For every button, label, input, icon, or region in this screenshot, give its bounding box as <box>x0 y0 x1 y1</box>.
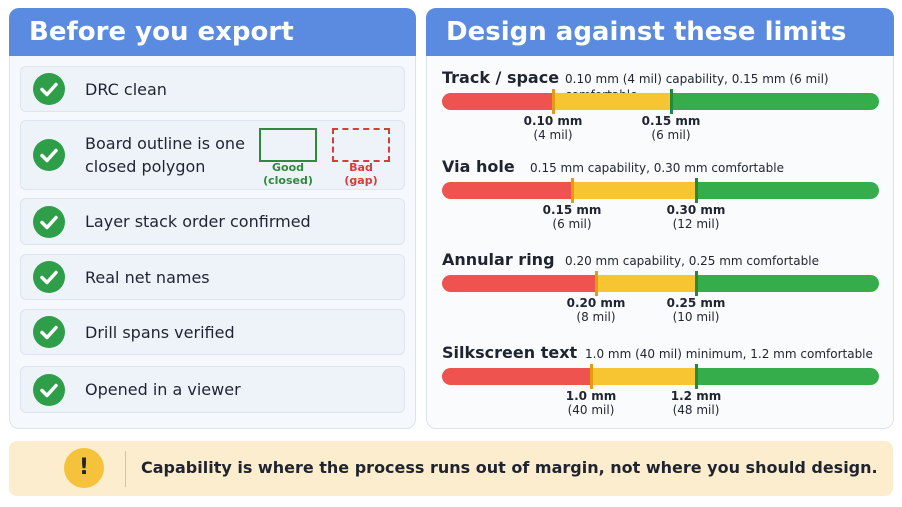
bar-green <box>696 275 879 292</box>
check-mark <box>40 270 58 285</box>
warning-icon: ! <box>64 448 104 488</box>
check-mark <box>40 148 58 163</box>
check-mark <box>40 215 58 229</box>
callout-text: Capability is where the process runs out… <box>141 458 878 477</box>
marker-line <box>570 178 574 203</box>
bar-red <box>442 93 561 110</box>
marker-alt: (4 mil) <box>533 128 573 142</box>
check-mark <box>40 82 58 97</box>
marker-alt: (6 mil) <box>651 128 691 142</box>
check-icon <box>33 139 65 171</box>
checklist-item <box>20 198 405 245</box>
bar-red <box>442 275 604 292</box>
checklist-item <box>20 120 405 190</box>
bar-green <box>671 93 879 110</box>
marker-line <box>594 271 598 296</box>
example-label: Good <box>271 161 305 174</box>
marker-alt: (40 mil) <box>567 403 615 417</box>
bar-green <box>696 368 879 385</box>
bar-yellow <box>591 368 696 385</box>
marker-alt: (10 mil) <box>672 310 720 324</box>
right-panel <box>426 8 894 429</box>
example-note: (gap) <box>344 174 378 187</box>
checklist-label: Layer stack order confirmed <box>85 212 311 231</box>
marker-value: 0.15 mm <box>641 114 701 128</box>
limit-note: 0.20 mm capability, 0.25 mm comfortable <box>565 254 819 268</box>
checklist-label: Drill spans verified <box>85 322 235 342</box>
left-header: Before you export <box>9 8 416 56</box>
marker-alt: (8 mil) <box>576 310 616 324</box>
check-icon <box>33 316 65 348</box>
bar-red <box>442 182 580 199</box>
checklist-label: Real net names <box>85 267 210 287</box>
marker-line <box>551 89 555 114</box>
checklist-label: Board outline is one closed polygon <box>85 134 245 176</box>
marker-alt: (48 mil) <box>672 403 720 417</box>
check-icon <box>33 73 65 105</box>
checklist-item <box>20 66 405 112</box>
marker-line <box>694 364 698 389</box>
limit-name: Via hole <box>442 157 515 176</box>
bar-yellow <box>572 182 696 199</box>
bar-red <box>442 368 599 385</box>
marker-alt: (6 mil) <box>552 217 592 231</box>
check-mark <box>40 325 58 340</box>
check-icon <box>33 205 65 238</box>
bar-yellow <box>596 275 696 292</box>
marker-value: 0.10 mm <box>523 114 583 128</box>
limit-note: 1.0 mm (40 mil) minimum, 1.2 mm comforta… <box>585 347 873 361</box>
checklist-item <box>20 254 405 300</box>
outline-example <box>259 128 317 162</box>
checklist-item <box>20 309 405 355</box>
marker-value: 0.25 mm <box>666 296 726 310</box>
marker-line <box>669 89 673 114</box>
marker-value: 0.15 mm <box>542 203 602 217</box>
bar-green <box>696 182 879 199</box>
marker-value: 0.30 mm <box>666 203 726 217</box>
divider <box>125 451 126 487</box>
checklist-label: DRC clean <box>85 79 167 99</box>
checklist-item <box>20 366 405 413</box>
right-header: Design against these limits <box>426 8 894 56</box>
marker-value: 0.20 mm <box>566 296 626 310</box>
marker-line <box>589 364 593 389</box>
marker-line <box>694 271 698 296</box>
limit-name: Silkscreen text <box>442 343 578 362</box>
callout-box <box>9 441 893 496</box>
check-mark <box>40 383 58 397</box>
limit-name: Annular ring <box>442 250 555 269</box>
example-note: (closed) <box>263 174 313 187</box>
example-label: Bad <box>349 161 373 174</box>
limit-note: 0.15 mm capability, 0.30 mm comfortable <box>530 161 784 175</box>
marker-value: 1.2 mm <box>670 389 722 403</box>
limit-name: Track / space <box>442 68 560 87</box>
check-icon <box>33 373 65 406</box>
marker-alt: (12 mil) <box>672 217 720 231</box>
check-icon <box>33 261 65 293</box>
checklist-label: Opened in a viewer <box>85 380 241 399</box>
marker-value: 1.0 mm <box>565 389 617 403</box>
marker-line <box>694 178 698 203</box>
outline-example <box>332 128 390 162</box>
bar-yellow <box>553 93 671 110</box>
